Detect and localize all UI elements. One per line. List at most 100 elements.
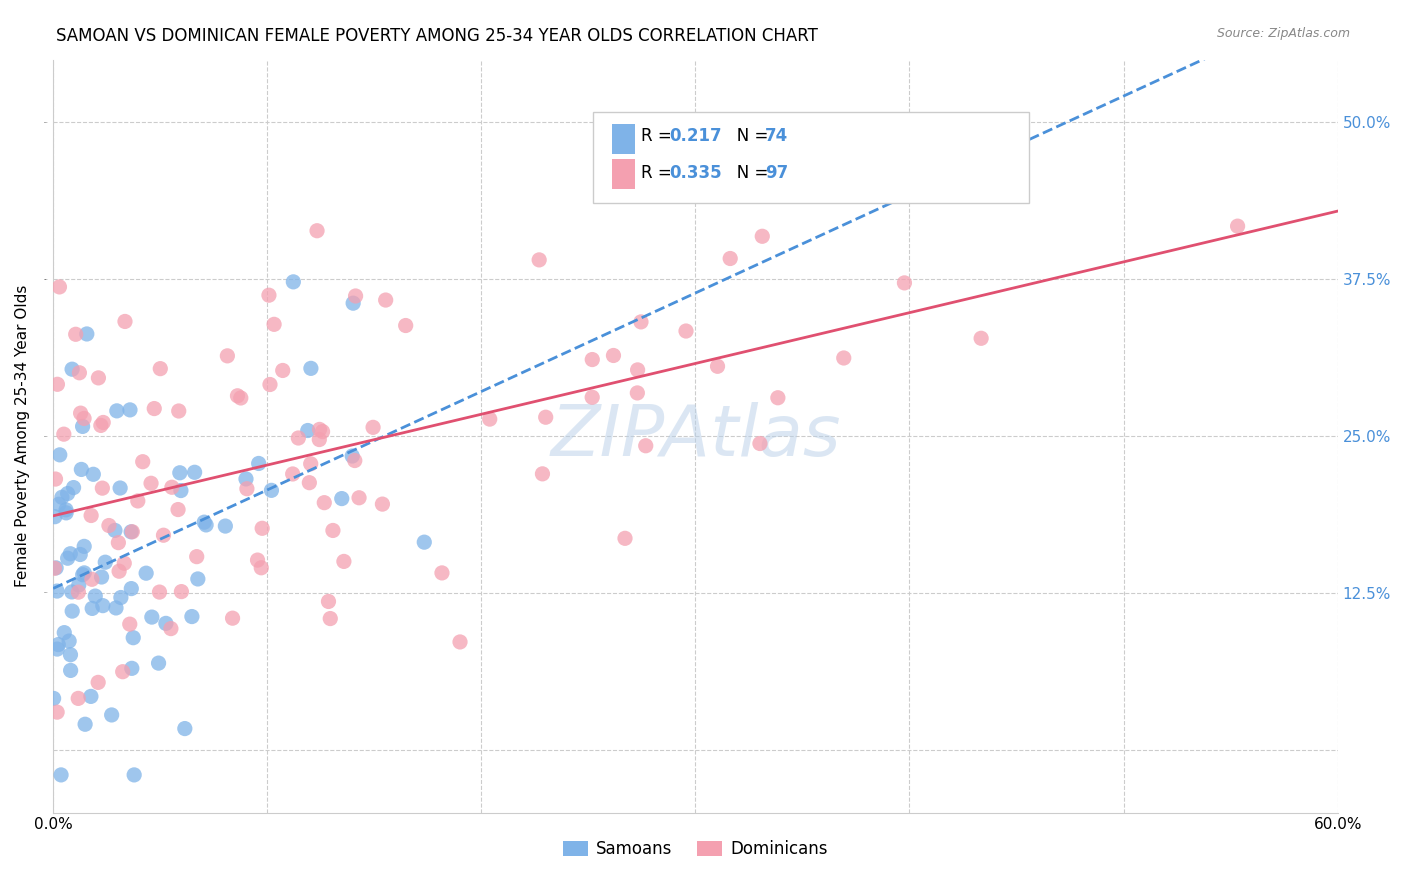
Point: [76, 326, 98, 341]
Point: [122, 631, 145, 645]
Point: [104, 524, 127, 538]
Point: [297, 424, 319, 438]
Text: R = 0.335    N = 97: R = 0.335 N = 97: [637, 177, 814, 194]
Text: Source: ZipAtlas.com: Source: ZipAtlas.com: [1216, 27, 1350, 40]
FancyBboxPatch shape: [592, 112, 1029, 202]
Point: [626, 385, 648, 400]
Point: [55, 503, 77, 517]
Point: [311, 425, 333, 439]
Point: [90, 570, 112, 584]
Point: [60, 362, 83, 376]
Point: [110, 591, 132, 605]
Text: 0.217: 0.217: [669, 128, 723, 145]
Point: [56, 551, 79, 566]
Point: [120, 582, 142, 596]
Point: [62, 481, 84, 495]
Point: [60, 585, 83, 599]
Point: [59, 547, 82, 561]
Point: [46, 642, 69, 657]
Point: [52, 427, 75, 442]
Point: [217, 349, 239, 363]
Text: N =: N =: [721, 163, 773, 181]
Point: [308, 433, 330, 447]
Point: [51, 490, 73, 504]
Point: [344, 289, 367, 303]
Point: [48, 280, 70, 294]
Point: [46, 705, 69, 719]
Point: [374, 293, 396, 307]
FancyBboxPatch shape: [612, 159, 636, 189]
Point: [534, 410, 557, 425]
Point: [260, 483, 283, 498]
Point: [347, 491, 370, 505]
Point: [121, 524, 143, 539]
Point: [80, 508, 103, 523]
Point: [75, 717, 97, 731]
Point: [118, 617, 141, 632]
Point: [49, 448, 72, 462]
Text: 0.335: 0.335: [669, 163, 723, 181]
Point: [149, 361, 172, 376]
Point: [160, 480, 183, 494]
Point: [170, 483, 193, 498]
Point: [299, 457, 322, 471]
Point: [183, 465, 205, 479]
Point: [114, 314, 136, 328]
Point: [155, 616, 177, 631]
Point: [84, 589, 107, 603]
Point: [139, 476, 162, 491]
FancyBboxPatch shape: [612, 124, 636, 153]
Point: [527, 252, 550, 267]
Point: [73, 411, 96, 425]
Point: [915, 128, 938, 143]
Point: [82, 601, 104, 615]
Point: [94, 555, 117, 569]
Point: [97, 518, 120, 533]
Point: [160, 622, 183, 636]
Point: [122, 768, 145, 782]
Point: [343, 453, 366, 467]
Point: [581, 352, 603, 367]
Point: [970, 331, 993, 345]
Point: [283, 275, 305, 289]
Legend: Samoans, Dominicans: Samoans, Dominicans: [555, 833, 835, 864]
Point: [44, 509, 66, 524]
Point: [112, 556, 135, 570]
Point: [107, 535, 129, 549]
Point: [170, 584, 193, 599]
Point: [281, 467, 304, 481]
Point: [91, 416, 114, 430]
Text: R =: R =: [641, 163, 678, 181]
Point: [46, 377, 69, 392]
Point: [626, 363, 648, 377]
Point: [49, 768, 72, 782]
Point: [330, 491, 353, 506]
Point: [246, 553, 269, 567]
Point: [180, 609, 202, 624]
Point: [614, 532, 637, 546]
Point: [80, 690, 103, 704]
Point: [87, 371, 110, 385]
Point: [69, 406, 91, 420]
Point: [531, 467, 554, 481]
Point: [148, 656, 170, 670]
Text: R =: R =: [641, 128, 678, 145]
Point: [108, 564, 131, 578]
Point: [271, 363, 294, 377]
Point: [104, 601, 127, 615]
Point: [67, 366, 90, 380]
Point: [371, 497, 394, 511]
Point: [893, 276, 915, 290]
Point: [72, 419, 94, 434]
Point: [60, 604, 83, 618]
Point: [65, 327, 87, 342]
Point: [287, 431, 309, 445]
Point: [305, 224, 328, 238]
Point: [59, 664, 82, 678]
Point: [319, 611, 342, 625]
Point: [187, 572, 209, 586]
Point: [229, 391, 252, 405]
Point: [46, 638, 69, 652]
Point: [186, 549, 208, 564]
Point: [118, 403, 141, 417]
